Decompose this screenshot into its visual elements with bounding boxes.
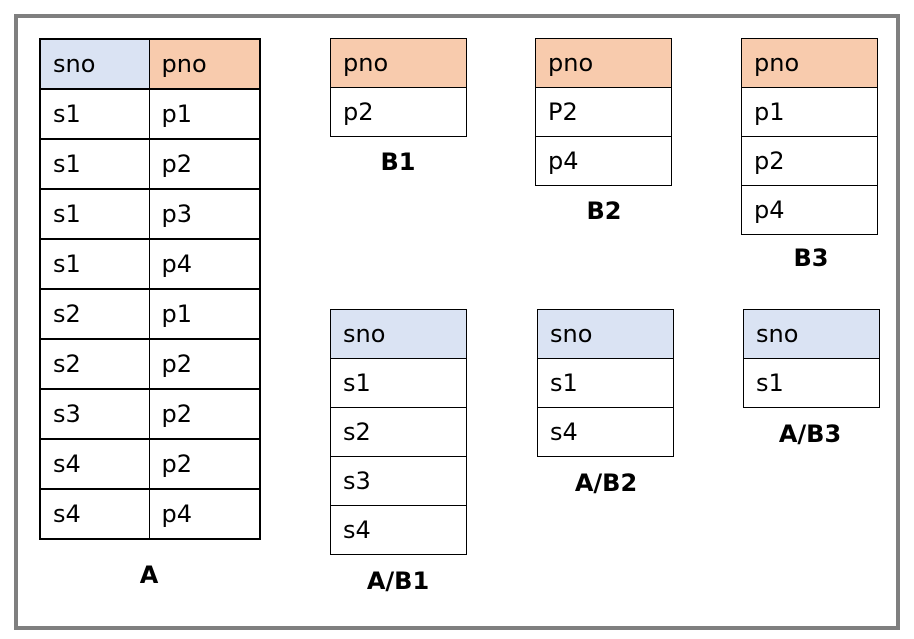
column-header-pno: pno <box>741 38 878 88</box>
caption-a: A <box>139 561 159 589</box>
table-a-div-b3: sno s1 <box>743 309 880 408</box>
table-header-row: sno pno <box>39 38 261 90</box>
table-row: s3 p2 <box>39 388 261 440</box>
cell-pno: p2 <box>741 136 878 186</box>
cell-sno: s3 <box>330 456 467 506</box>
cell-pno: P2 <box>535 87 672 137</box>
column-header-pno: pno <box>535 38 672 88</box>
table-row: s4 <box>330 505 467 555</box>
cell-pno: p2 <box>148 388 261 440</box>
cell-pno: p4 <box>148 238 261 290</box>
cell-sno: s4 <box>537 407 674 457</box>
cell-sno: s4 <box>39 438 150 490</box>
cell-pno: p2 <box>148 138 261 190</box>
cell-pno: p4 <box>741 185 878 235</box>
cell-sno: s2 <box>39 288 150 340</box>
table-row: s1 <box>743 358 880 408</box>
column-header-sno: sno <box>39 38 150 90</box>
table-a: sno pno s1 p1 s1 p2 s1 p3 s1 p4 s2 p1 s2 p2 s3… <box>39 38 261 540</box>
cell-sno: s2 <box>330 407 467 457</box>
cell-sno: s1 <box>743 358 880 408</box>
cell-sno: s4 <box>39 488 150 540</box>
table-row: s1 p3 <box>39 188 261 240</box>
table-row: s2 p2 <box>39 338 261 390</box>
table-row: p2 <box>741 136 878 186</box>
column-header-sno: sno <box>537 309 674 359</box>
cell-sno: s4 <box>330 505 467 555</box>
table-row: s4 <box>537 407 674 457</box>
cell-pno: p1 <box>148 88 261 140</box>
table-row: s2 <box>330 407 467 457</box>
table-row: s2 p1 <box>39 288 261 340</box>
column-header-sno: sno <box>330 309 467 359</box>
cell-pno: p1 <box>148 288 261 340</box>
cell-sno: s1 <box>330 358 467 408</box>
column-header-pno: pno <box>148 38 261 90</box>
cell-sno: s2 <box>39 338 150 390</box>
cell-sno: s1 <box>39 188 150 240</box>
table-row: p1 <box>741 87 878 137</box>
table-row: s1 p4 <box>39 238 261 290</box>
cell-pno: p1 <box>741 87 878 137</box>
table-row: s3 <box>330 456 467 506</box>
cell-pno: p2 <box>148 338 261 390</box>
cell-pno: p3 <box>148 188 261 240</box>
table-b2: pno P2 p4 <box>535 38 672 186</box>
column-header-pno: pno <box>330 38 467 88</box>
table-a-div-b2: sno s1 s4 <box>537 309 674 457</box>
table-b1: pno p2 <box>330 38 467 137</box>
cell-pno: p2 <box>148 438 261 490</box>
cell-sno: s1 <box>39 238 150 290</box>
caption-b1: B1 <box>380 148 416 176</box>
table-row: s4 p2 <box>39 438 261 490</box>
table-row: s4 p4 <box>39 488 261 540</box>
caption-b3: B3 <box>793 244 829 272</box>
table-row: s1 <box>330 358 467 408</box>
cell-sno: s1 <box>39 88 150 140</box>
cell-sno: s1 <box>537 358 674 408</box>
caption-a-div-b3: A/B3 <box>778 420 842 448</box>
column-header-sno: sno <box>743 309 880 359</box>
table-b3: pno p1 p2 p4 <box>741 38 878 235</box>
table-a-div-b1: sno s1 s2 s3 s4 <box>330 309 467 555</box>
cell-sno: s3 <box>39 388 150 440</box>
caption-a-div-b1: A/B1 <box>366 567 430 595</box>
cell-pno: p4 <box>148 488 261 540</box>
caption-a-div-b2: A/B2 <box>574 469 638 497</box>
cell-pno: p2 <box>330 87 467 137</box>
table-row: p4 <box>741 185 878 235</box>
table-row: P2 <box>535 87 672 137</box>
table-row: p4 <box>535 136 672 186</box>
cell-pno: p4 <box>535 136 672 186</box>
table-row: s1 <box>537 358 674 408</box>
table-row: s1 p2 <box>39 138 261 190</box>
cell-sno: s1 <box>39 138 150 190</box>
table-row: s1 p1 <box>39 88 261 140</box>
table-row: p2 <box>330 87 467 137</box>
caption-b2: B2 <box>586 197 622 225</box>
